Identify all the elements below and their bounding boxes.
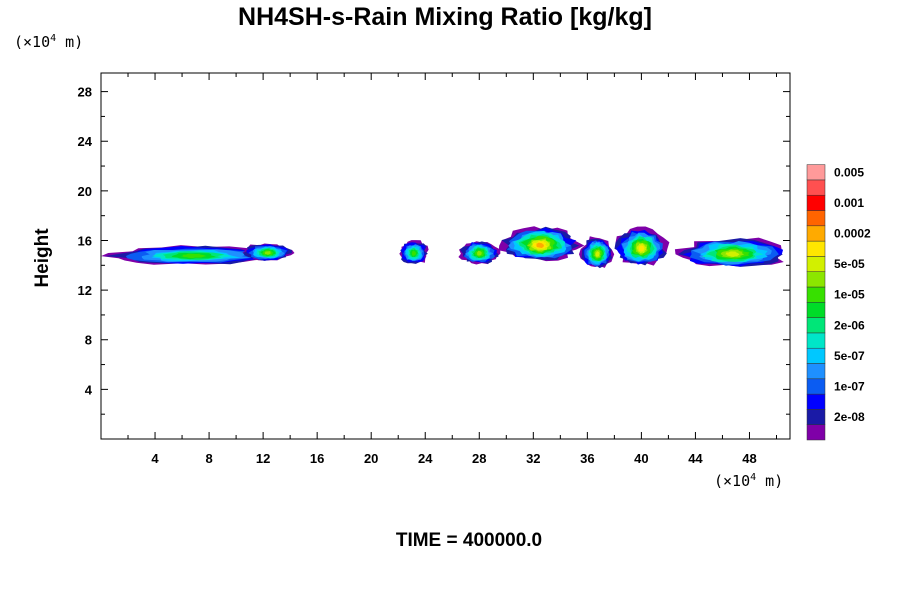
chart-title: NH4SH-s-Rain Mixing Ratio [kg/kg] — [238, 3, 652, 31]
cloud-contour — [725, 251, 740, 257]
colorbar-swatch — [806, 194, 826, 211]
colorbar-swatch — [806, 302, 826, 318]
colorbar-label: 1e-07 — [834, 379, 865, 393]
y-tick-label: 12 — [78, 283, 92, 298]
cloud-region — [242, 243, 295, 261]
cloud-region — [458, 241, 501, 265]
colorbar-label: 0.0002 — [834, 226, 871, 240]
colorbar-swatch — [806, 225, 826, 242]
cloud-region — [498, 226, 585, 262]
colorbar-label: 5e-07 — [834, 349, 865, 363]
y-tick-label: 20 — [78, 184, 92, 199]
colorbar-swatch — [806, 210, 826, 227]
colorbar-swatch — [806, 378, 826, 395]
time-footer: TIME = 400000.0 — [395, 530, 543, 551]
x-tick-label: 24 — [418, 451, 433, 466]
x-tick-label: 4 — [151, 451, 159, 466]
y-tick-label: 8 — [85, 333, 92, 348]
colorbar-swatch — [806, 164, 826, 181]
colorbar-swatch — [806, 409, 826, 425]
colorbar-label: 0.005 — [834, 165, 864, 179]
colorbar-swatch — [806, 317, 826, 334]
colorbar-swatch — [806, 347, 826, 364]
y-unit-exponent: 4 — [50, 33, 57, 44]
cloud-region — [614, 226, 670, 266]
cloud-region — [101, 245, 282, 265]
y-tick-label: 4 — [85, 382, 93, 397]
colorbar-swatch — [806, 286, 826, 303]
cloud-region — [399, 240, 429, 264]
colorbar-label: 5e-05 — [834, 257, 865, 271]
x-tick-label: 44 — [688, 451, 703, 466]
x-tick-label: 36 — [580, 451, 594, 466]
x-unit-suffix: m) — [756, 472, 784, 490]
x-tick-label: 48 — [742, 451, 756, 466]
cloud-contour — [264, 251, 271, 255]
colorbar-swatch — [806, 424, 826, 441]
cloud-contour — [638, 244, 645, 252]
colorbar-label: 1e-05 — [834, 288, 865, 302]
cloud-contour — [595, 250, 600, 257]
plot-frame — [100, 72, 791, 440]
colorbar-swatch — [806, 363, 826, 380]
colorbar-swatch — [806, 393, 826, 410]
colorbar-swatch — [806, 256, 826, 272]
x-tick-label: 8 — [205, 451, 212, 466]
y-axis-unit: (×104 m) — [14, 33, 83, 51]
cloud-contour — [536, 242, 544, 248]
colorbar-label: 0.001 — [834, 196, 864, 210]
colorbar-swatch — [806, 240, 826, 257]
x-tick-label: 20 — [364, 451, 378, 466]
colorbar-swatch — [806, 179, 826, 196]
cloud-contour — [411, 250, 416, 256]
x-tick-label: 12 — [256, 451, 270, 466]
y-unit-prefix: (×10 — [14, 33, 51, 51]
y-axis-ticks: 4 8 12 16 20 24 28 — [78, 85, 790, 415]
x-axis-unit: (×104 m) — [714, 472, 783, 490]
colorbar-label: 2e-06 — [834, 318, 865, 332]
x-unit-prefix: (×10 — [714, 472, 751, 490]
cloud-region — [674, 237, 784, 267]
cloud-contour — [477, 250, 482, 256]
colorbar-label: 2e-08 — [834, 410, 865, 424]
x-tick-label: 32 — [526, 451, 540, 466]
x-axis-ticks: 4 8 12 16 20 24 28 32 36 40 44 48 — [127, 73, 777, 466]
cloud-field — [101, 226, 784, 269]
colorbar-swatch — [806, 332, 826, 349]
y-unit-suffix: m) — [56, 33, 84, 51]
x-tick-label: 28 — [472, 451, 486, 466]
colorbar: 2e-08 1e-07 5e-07 2e-06 1e-05 5e-05 0.0002 0.00… — [806, 164, 871, 441]
x-tick-label: 40 — [634, 451, 648, 466]
y-tick-label: 28 — [78, 85, 92, 100]
cloud-contour — [180, 253, 207, 259]
x-tick-label: 16 — [310, 451, 324, 466]
y-tick-label: 24 — [78, 134, 93, 149]
cloud-region — [579, 236, 615, 269]
colorbar-swatch — [806, 271, 826, 288]
y-tick-label: 16 — [78, 233, 92, 248]
x-unit-exponent: 4 — [750, 472, 757, 483]
